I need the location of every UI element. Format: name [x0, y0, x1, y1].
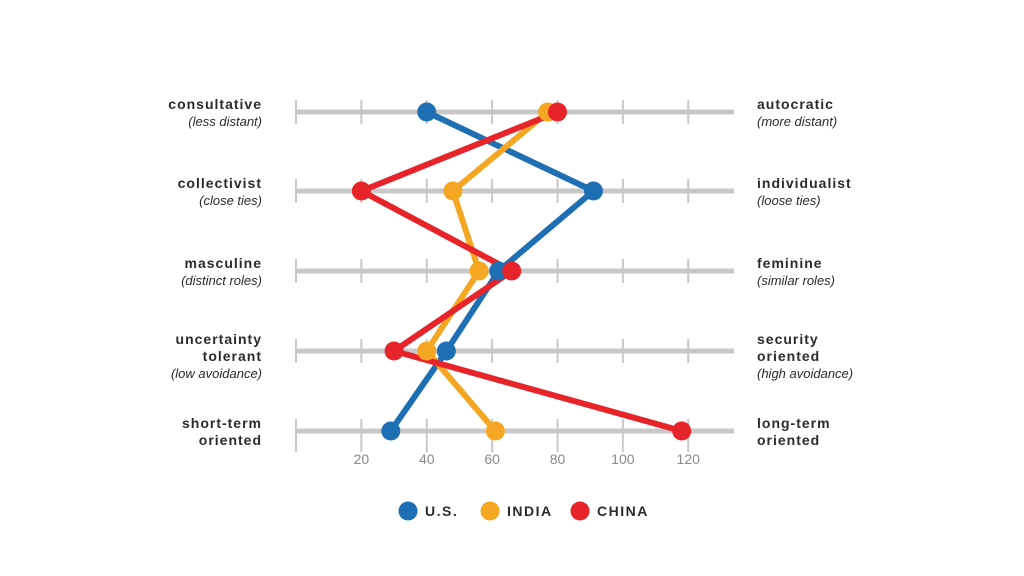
left-label-4: uncertainty — [176, 331, 262, 347]
left-label-2: (close ties) — [199, 193, 262, 208]
data-point-china — [351, 181, 371, 201]
right-label-4: (high avoidance) — [757, 366, 853, 381]
legend-label: INDIA — [507, 503, 553, 519]
data-point-us — [417, 102, 437, 122]
data-point-india — [485, 421, 505, 441]
data-point-india — [443, 181, 463, 201]
left-label-5: short-term — [182, 415, 262, 431]
labels-layer: consultative (less distant) autocratic (mor… — [168, 96, 853, 448]
left-label-3: masculine — [185, 255, 262, 271]
legend-item-us: U.S. — [398, 501, 458, 521]
left-label-1: (less distant) — [188, 114, 262, 129]
data-point-us — [436, 341, 456, 361]
legend-label: CHINA — [597, 503, 649, 519]
legend: U.S. INDIA CHINA — [398, 501, 649, 521]
right-label-1: autocratic — [757, 96, 834, 112]
left-label-4: (low avoidance) — [171, 366, 262, 381]
right-label-4: oriented — [757, 348, 820, 364]
right-label-3: feminine — [757, 255, 823, 271]
data-point-china — [672, 421, 692, 441]
data-point-china — [547, 102, 567, 122]
right-label-3: (similar roles) — [757, 273, 835, 288]
data-point-us — [381, 421, 401, 441]
x-tick-label: 80 — [550, 451, 566, 467]
left-label-1: consultative — [168, 96, 262, 112]
data-point-china — [384, 341, 404, 361]
legend-swatch — [570, 501, 590, 521]
x-tick-label: 120 — [677, 451, 701, 467]
legend-label: U.S. — [425, 503, 458, 519]
right-label-1: (more distant) — [757, 114, 837, 129]
legend-item-china: CHINA — [570, 501, 649, 521]
data-point-us — [489, 261, 509, 281]
data-point-india — [469, 261, 489, 281]
legend-item-india: INDIA — [480, 501, 553, 521]
left-label-4: tolerant — [203, 348, 262, 364]
right-label-4: security — [757, 331, 819, 347]
right-label-5: long-term — [757, 415, 831, 431]
x-tick-label: 20 — [354, 451, 370, 467]
x-tick-label: 100 — [611, 451, 635, 467]
left-label-2: collectivist — [178, 175, 262, 191]
data-point-us — [583, 181, 603, 201]
legend-swatch — [480, 501, 500, 521]
right-label-2: individualist — [757, 175, 852, 191]
x-tick-label: 40 — [419, 451, 435, 467]
series-layer — [351, 102, 692, 441]
right-label-5: oriented — [757, 432, 820, 448]
data-point-india — [417, 341, 437, 361]
left-label-3: (distinct roles) — [181, 273, 262, 288]
x-tick-label: 60 — [484, 451, 500, 467]
legend-swatch — [398, 501, 418, 521]
data-point-china — [502, 261, 522, 281]
right-label-2: (loose ties) — [757, 193, 821, 208]
left-label-5: oriented — [199, 432, 262, 448]
